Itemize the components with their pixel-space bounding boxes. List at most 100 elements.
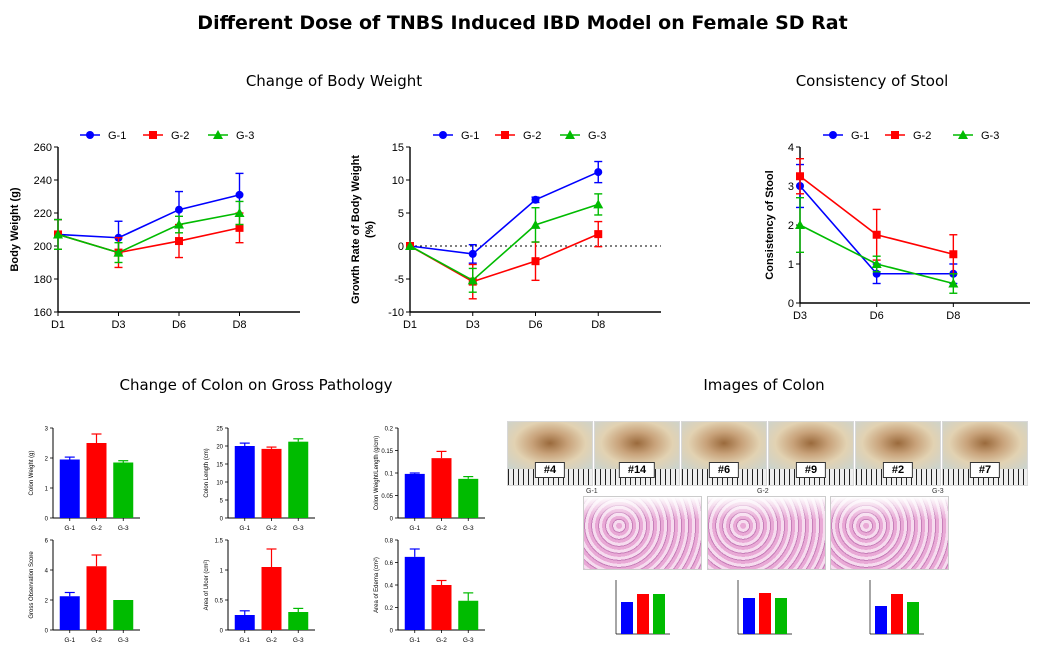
data-point [468,249,477,258]
legend-label: G-3 [236,130,254,142]
colon-length-chart: 0 5 10 15 20 25 Colon Length (cm) G-1 G-2 G-3 [204,427,315,532]
section-title-stool: Consistency of Stool [795,72,949,90]
y-tick-label: 1 [220,569,224,575]
y-axis-label: Gross Observation Score [29,551,35,619]
x-tick-label: G-3 [463,525,474,532]
x-tick-label: D8 [591,319,605,331]
x-tick-label: G-3 [293,525,304,532]
y-tick-label: 0.6 [385,561,394,567]
y-tick-label: 0.4 [385,584,394,590]
colon-photo: #6 [681,421,767,486]
x-tick-label: G-1 [409,525,420,532]
y-tick-label: 25 [216,427,223,433]
y-tick-label: 2 [45,599,49,605]
bar [59,459,80,518]
y-tick-label: 5 [220,499,224,505]
x-tick-label: D3 [111,319,125,331]
x-tick-label: D3 [793,310,807,322]
bar [234,446,255,518]
x-tick-label: G-1 [409,637,420,644]
legend-marker [86,131,94,139]
data-point [593,199,604,209]
y-tick-label: 15 [392,142,404,154]
legend-marker [829,131,837,139]
data-point [949,250,958,259]
legend-marker [213,130,223,139]
y-tick-label: 0.05 [381,494,393,500]
y-axis-label: Colon Length (cm) [204,448,210,497]
y-tick-label: 0.15 [381,449,393,455]
legend-label: G-1 [461,130,479,142]
edema-area-chart: 0 0.2 0.4 0.6 0.8 Area of Edema (cm²) G-1 G-2 G-… [374,539,485,644]
y-tick-label: 0 [398,241,404,253]
y-tick-label: 0 [390,629,394,635]
y-tick-label: 0.1 [385,472,394,478]
bar [113,600,134,630]
gross-score-chart: 0 2 4 6 Gross Observation Score G-1 G-2 G-3 [29,539,140,644]
data-point [175,237,183,246]
y-tick-label: 10 [392,175,404,187]
y-axis-label: Colon Weight/Length (g/cm) [374,436,380,511]
data-point [174,219,184,229]
data-point [467,275,478,285]
section-title-body-weight: Change of Body Weight [245,72,423,90]
legend-marker [149,131,157,139]
y-tick-label: 2 [45,457,49,463]
x-tick-label: G-1 [239,525,250,532]
colon-photo-label: #4 [534,462,566,478]
y-tick-label: 240 [34,175,52,187]
y-tick-label: 1 [45,487,49,493]
x-tick-label: G-2 [266,525,277,532]
x-tick-label: D6 [870,310,884,322]
legend-marker [565,130,575,139]
colon-weight-chart: 0 1 2 3 Colon Weight (g) G-1 G-2 G-3 [29,427,140,532]
y-tick-label: 10 [216,481,223,487]
colon-weight-length-chart: 0 0.05 0.1 0.15 0.2 Colon Weight/Length (g/cm… [374,427,485,532]
y-axis-label: Colon Weight (g) [29,451,35,496]
data-point [531,257,540,266]
x-tick-label: G-2 [91,637,102,644]
y-tick-label: 0.2 [385,427,394,433]
data-point [235,190,244,199]
section-title-colon-gross: Change of Colon on Gross Pathology [119,376,393,394]
legend-marker [439,131,447,139]
data-point [531,195,540,204]
data-point [594,168,603,177]
data-point [530,219,541,229]
data-point [175,205,183,214]
legend-label: G-1 [851,130,869,142]
colon-photo-label: #6 [708,462,740,478]
x-tick-label: G-3 [463,637,474,644]
y-tick-label: 0 [45,517,49,523]
legend-label: G-1 [108,130,126,142]
colon-photo: #9 [768,421,854,486]
body-weight-chart: 160 180 200 220 240 260 D1 D3 D6 D8 Body Weight (g… [9,130,300,331]
x-tick-label: G-2 [91,525,102,532]
data-point [235,223,244,232]
histology-group-label: G-2 [757,488,769,495]
legend-label: G-3 [588,130,606,142]
legend-label: G-3 [981,130,999,142]
histology-group-label: G-1 [586,488,598,495]
y-tick-label: 15 [216,463,223,469]
x-tick-label: D1 [51,319,65,331]
x-tick-label: D8 [232,319,246,331]
x-tick-label: G-1 [239,637,250,644]
bar [458,600,479,630]
section-title-colon-images: Images of Colon [703,376,825,394]
y-tick-label: 1.5 [215,539,224,545]
y-tick-label: 260 [34,142,52,154]
series-line [57,194,240,239]
x-tick-label: G-1 [64,525,75,532]
legend-label: G-2 [523,130,541,142]
y-tick-label: 0.8 [385,539,394,545]
bar [234,615,255,630]
y-tick-label: 4 [788,142,794,154]
y-tick-label: 220 [34,208,52,220]
y-axis-label: Growth Rate of Body Weight (%) [350,155,376,304]
legend-marker [501,131,509,139]
x-tick-label: D3 [466,319,480,331]
histology-image [707,496,826,570]
x-tick-label: G-3 [293,637,304,644]
y-tick-label: 160 [34,307,52,319]
